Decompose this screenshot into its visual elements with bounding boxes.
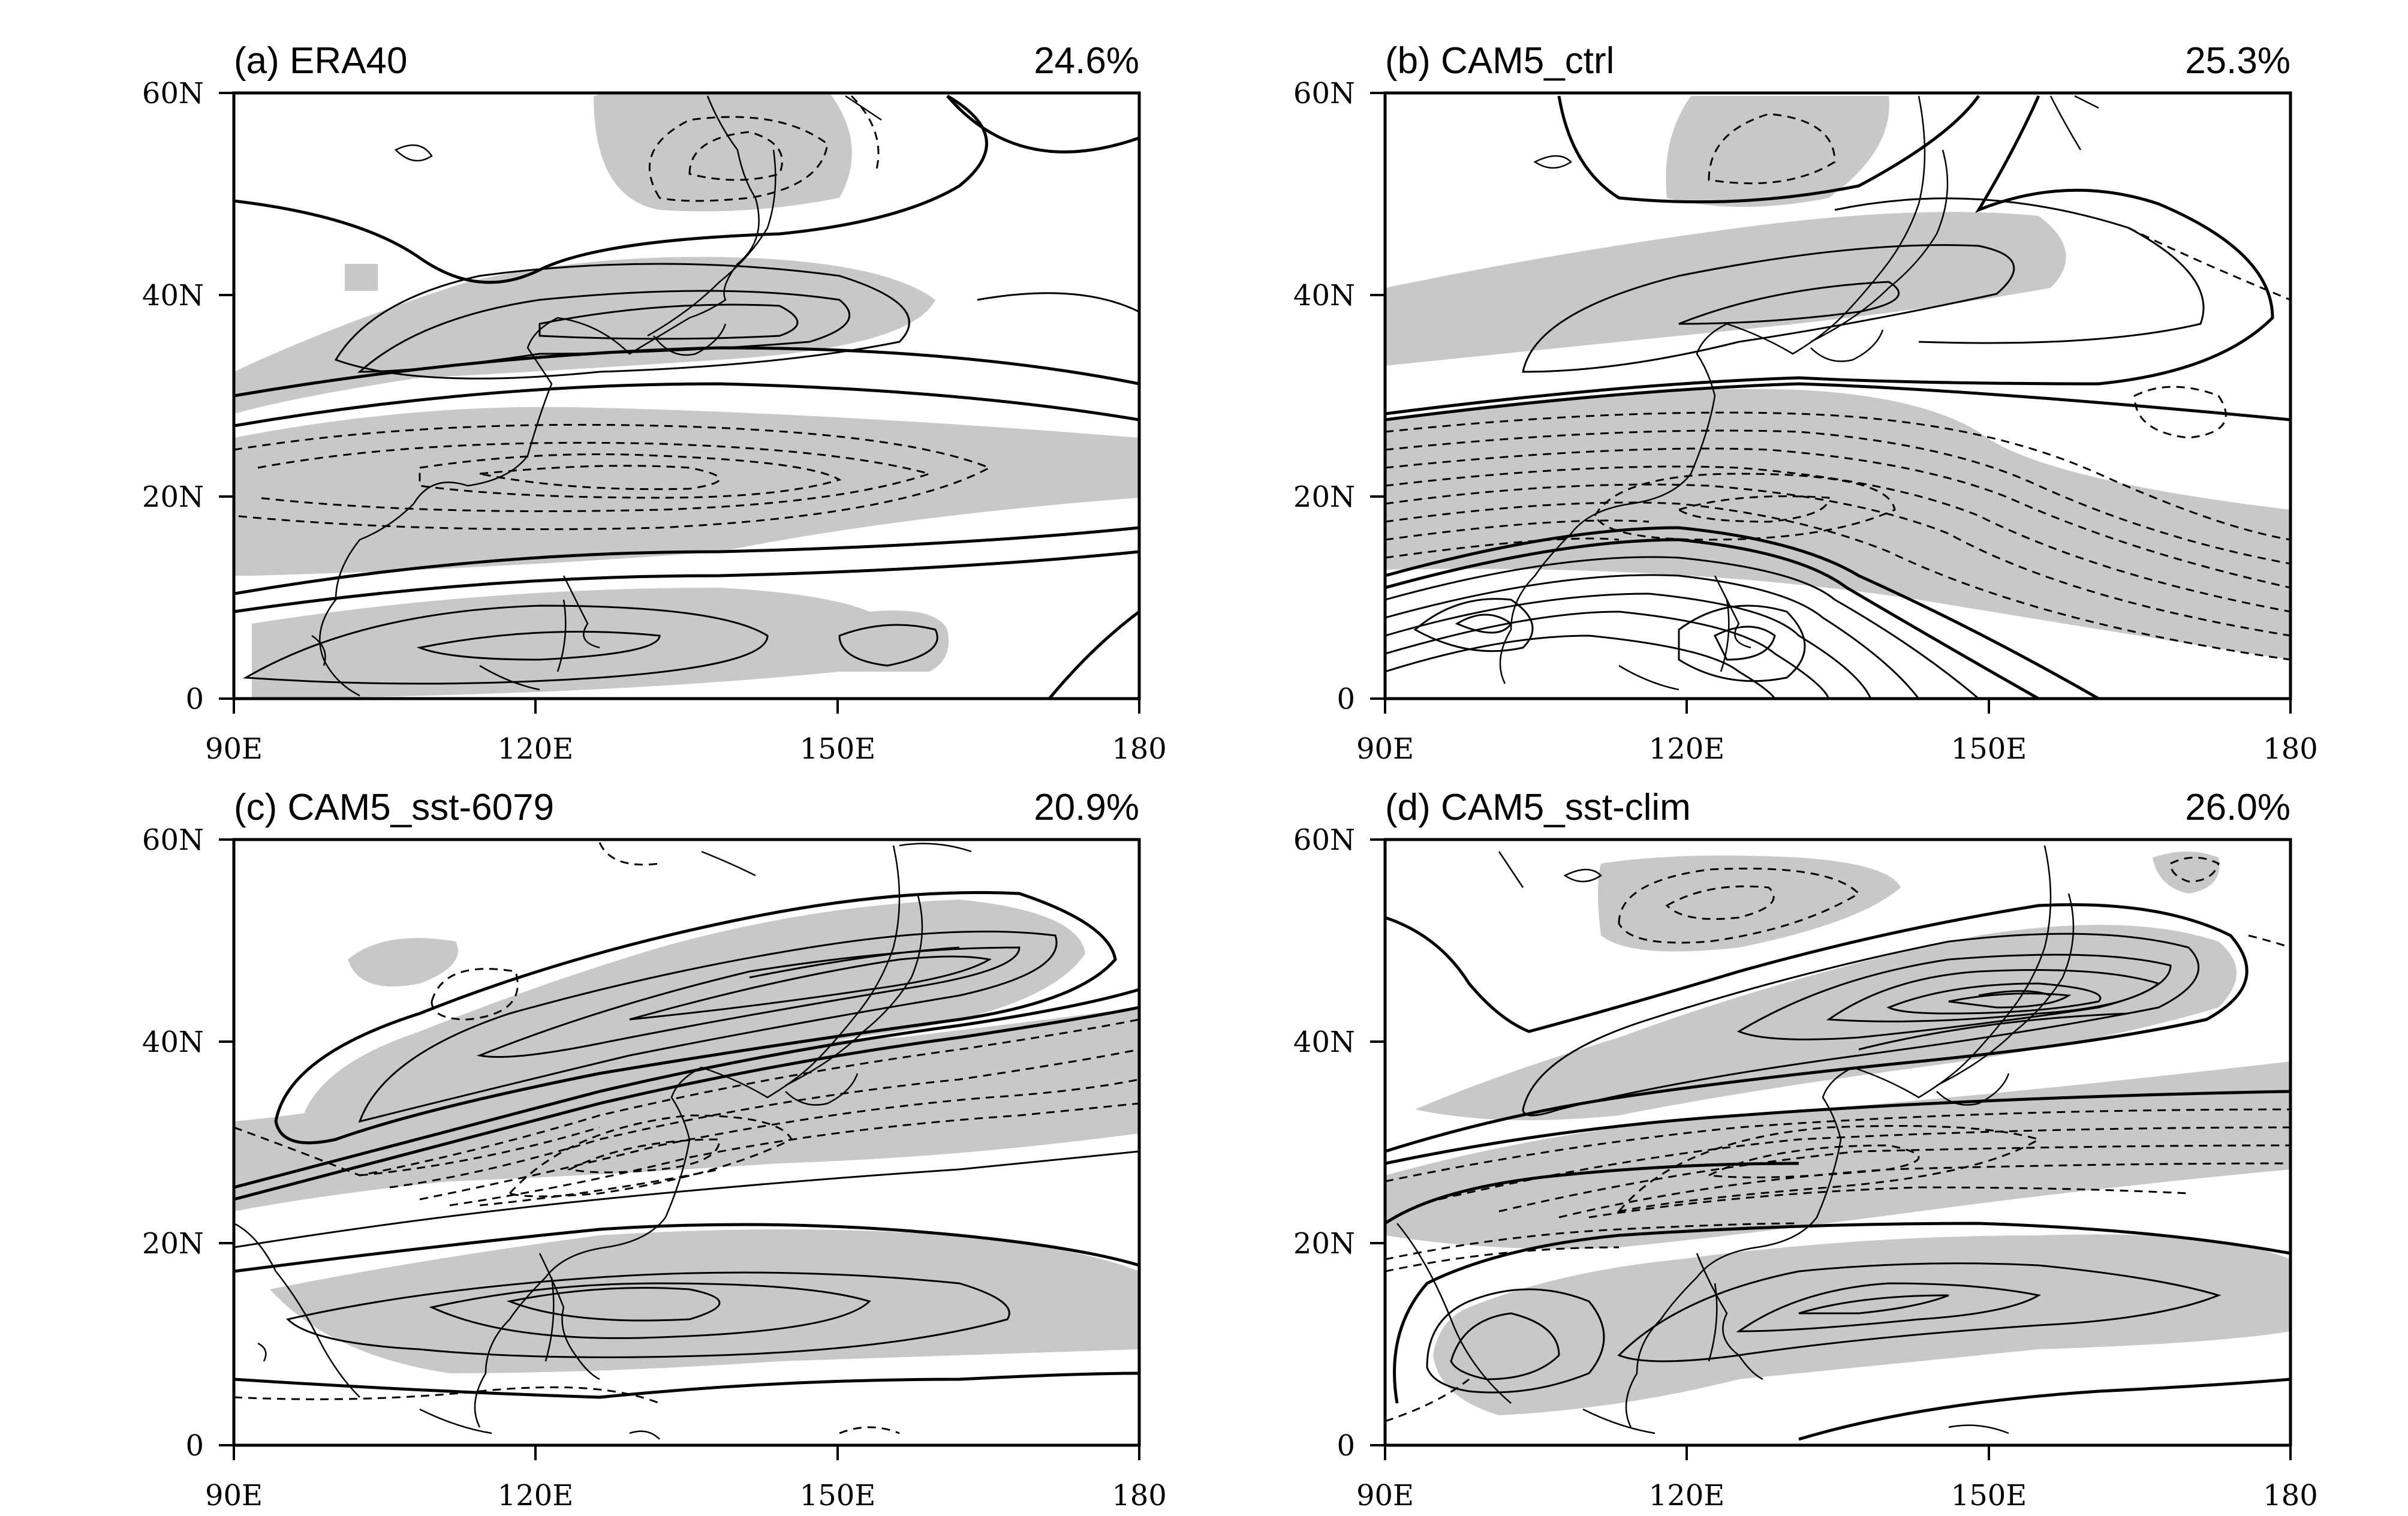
y-tick-label: 0: [1337, 1429, 1355, 1463]
x-tick-label: 120E: [498, 1479, 574, 1512]
significance-shading: [1385, 96, 2290, 660]
y-tick-label: 0: [185, 682, 204, 716]
significance-shading: [1385, 852, 2290, 1415]
contour-lines-dashed: [234, 95, 992, 530]
panel-d-axes: [1370, 838, 2292, 1460]
contour-lines-dashed: [1385, 113, 2290, 661]
panel-a-percent: 24.6%: [1034, 40, 1139, 82]
contour-lines-thin: [243, 263, 1139, 685]
y-tick-label: 60N: [142, 77, 204, 110]
y-tick-label: 60N: [1293, 77, 1355, 110]
contour-lines-solid: [234, 891, 1139, 1399]
x-tick-label: 180: [1112, 732, 1167, 766]
y-tick-label: 40N: [142, 279, 204, 312]
panel-b: (b) CAM5_ctrl 25.3%: [1293, 40, 2318, 766]
contour-lines-thin: [234, 930, 1139, 1358]
coastline: [1499, 95, 2099, 691]
x-tick-label: 120E: [1649, 1479, 1725, 1512]
y-tick-label: 0: [185, 1429, 204, 1463]
x-tick-label: 180: [1112, 1479, 1167, 1512]
panel-b-title: (b) CAM5_ctrl: [1385, 40, 1614, 82]
x-tick-label: 90E: [205, 1479, 263, 1512]
panel-c-frame: [232, 838, 1141, 1447]
contour-lines-dashed: [234, 842, 1139, 1434]
y-tick-label: 40N: [1293, 279, 1355, 312]
y-tick-label: 40N: [1293, 1025, 1355, 1059]
panel-d-title: (d) CAM5_sst-clim: [1385, 787, 1691, 828]
contour-lines-thin: [1426, 933, 2222, 1394]
y-tick-label: 20N: [142, 480, 204, 514]
panel-a-frame: [232, 91, 1141, 700]
panel-a: (a) ERA40 24.6%: [142, 40, 1167, 766]
significance-shading: [234, 93, 1139, 699]
panel-c: (c) CAM5_sst-6079 20.9%: [142, 787, 1167, 1512]
panel-a-axes: [219, 92, 1140, 714]
x-tick-label: 90E: [205, 732, 263, 766]
x-tick-label: 90E: [1356, 1479, 1414, 1512]
panel-d: (d) CAM5_sst-clim 26.0%: [1293, 787, 2318, 1512]
panel-d-map: [1385, 845, 2290, 1441]
coastline: [311, 95, 882, 697]
panel-a-title: (a) ERA40: [234, 40, 407, 82]
x-tick-label: 120E: [498, 732, 574, 766]
contour-lines-solid: [1385, 903, 2290, 1441]
x-tick-label: 90E: [1356, 732, 1414, 766]
panel-d-frame: [1383, 838, 2292, 1447]
panel-c-title: (c) CAM5_sst-6079: [234, 787, 554, 828]
coastline: [234, 843, 972, 1440]
panel-b-axes: [1370, 92, 2292, 714]
x-tick-label: 180: [2263, 732, 2318, 766]
y-tick-label: 20N: [1293, 1227, 1355, 1261]
panel-b-map: [1385, 95, 2290, 699]
y-tick-label: 20N: [1293, 480, 1355, 514]
panel-c-percent: 20.9%: [1034, 787, 1139, 828]
x-tick-label: 180: [2263, 1479, 2318, 1512]
panel-a-map: [234, 93, 1139, 699]
x-tick-label: 150E: [800, 732, 876, 766]
panel-c-map: [234, 842, 1139, 1440]
x-tick-label: 150E: [800, 1479, 876, 1512]
y-tick-label: 0: [1337, 682, 1355, 716]
contour-lines-dashed: [1385, 856, 2290, 1422]
panel-b-frame: [1383, 91, 2292, 700]
panel-c-axes: [219, 838, 1140, 1460]
y-tick-label: 60N: [1293, 823, 1355, 857]
y-tick-label: 20N: [142, 1227, 204, 1261]
x-tick-label: 150E: [1951, 732, 2027, 766]
coastline: [1396, 845, 2075, 1434]
x-tick-label: 150E: [1951, 1479, 2027, 1512]
panel-b-percent: 25.3%: [2185, 40, 2290, 82]
panel-d-percent: 26.0%: [2185, 787, 2290, 828]
y-tick-label: 60N: [142, 823, 204, 857]
x-tick-label: 120E: [1649, 732, 1725, 766]
y-tick-label: 40N: [142, 1025, 204, 1059]
